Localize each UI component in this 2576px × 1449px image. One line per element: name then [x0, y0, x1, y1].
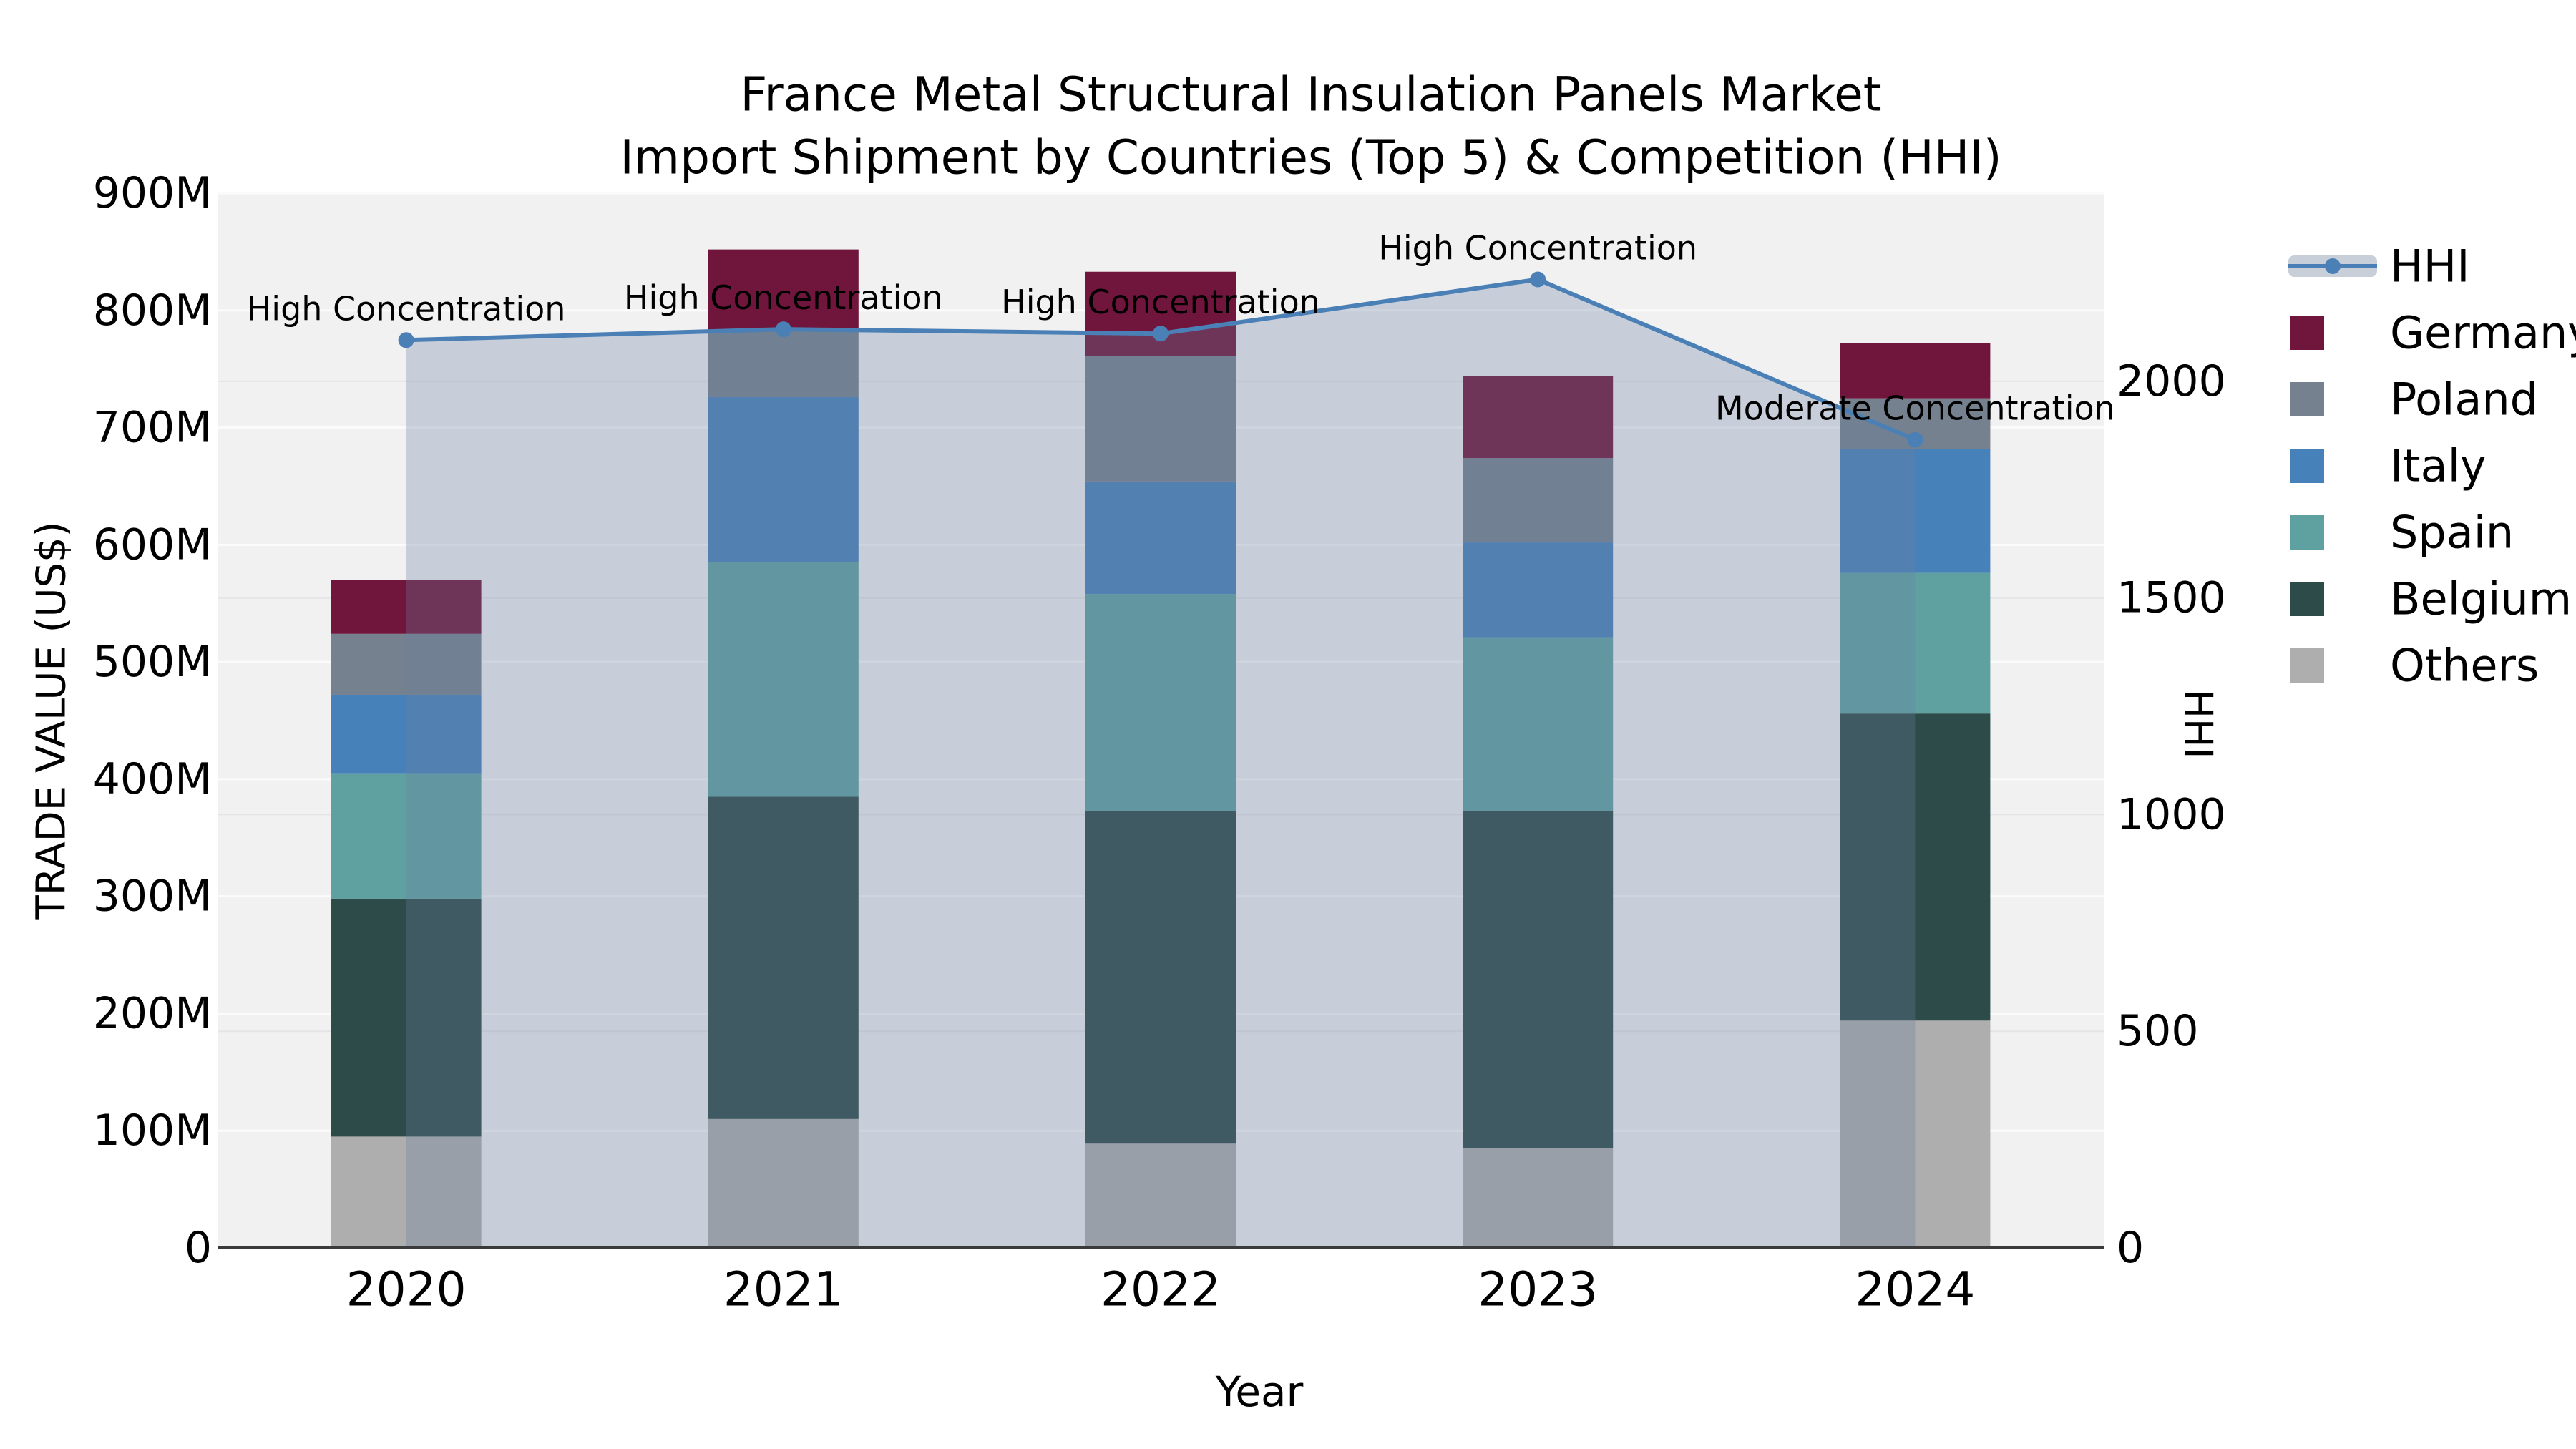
chart-title-line1: France Metal Structural Insulation Panel… — [740, 67, 1881, 122]
bar-segment-germany — [1085, 271, 1236, 356]
legend-swatch-others — [2290, 648, 2324, 683]
legend-hhi-marker — [2325, 258, 2341, 274]
y-left-tick-label: 600M — [93, 519, 212, 570]
annotation-2020: High Concentration — [247, 289, 566, 328]
hhi-marker — [398, 332, 414, 348]
y-left-tick-label: 800M — [93, 286, 212, 336]
hhi-marker — [1153, 326, 1169, 342]
legend-swatch-belgium — [2290, 582, 2324, 616]
legend-swatch-germany — [2290, 316, 2324, 350]
bar-segment-spain — [1840, 572, 1991, 714]
annotation-2023: High Concentration — [1378, 229, 1697, 268]
y-left-tick-label: 0 — [185, 1223, 212, 1273]
y-left-tick-label: 700M — [93, 403, 212, 453]
bar-segment-others — [708, 1118, 859, 1248]
x-tick-label: 2023 — [1478, 1262, 1598, 1317]
bar-segment-others — [1840, 1020, 1991, 1248]
y-right-tick-label: 1000 — [2117, 789, 2226, 839]
bar-segment-others — [1463, 1148, 1614, 1248]
bar-segment-germany — [331, 580, 482, 634]
bar-segment-others — [331, 1136, 482, 1248]
legend-label-italy: Italy — [2390, 440, 2487, 492]
bar-segment-poland — [1463, 458, 1614, 543]
y-right-tick-label: 2000 — [2117, 356, 2226, 406]
hhi-marker — [775, 321, 791, 338]
legend-label-germany: Germany — [2390, 307, 2576, 359]
y-left-tick-label: 300M — [93, 872, 212, 922]
chart-title-line2: Import Shipment by Countries (Top 5) & C… — [620, 130, 2001, 185]
bar-segment-italy — [1085, 481, 1236, 595]
y-left-tick-label: 500M — [93, 637, 212, 687]
legend-swatch-spain — [2290, 515, 2324, 550]
x-axis-title: Year — [1215, 1367, 1304, 1416]
y-left-axis-title: TRADE VALUE (US$) — [29, 522, 75, 921]
legend-label-belgium: Belgium — [2390, 573, 2572, 625]
bar-segment-belgium — [1085, 811, 1236, 1144]
bar-segment-italy — [1463, 542, 1614, 638]
bar-segment-spain — [331, 773, 482, 899]
bar-segment-spain — [708, 562, 859, 797]
bar-segment-belgium — [1840, 713, 1991, 1021]
y-right-tick-label: 0 — [2117, 1223, 2144, 1273]
bar-segment-belgium — [1463, 811, 1614, 1148]
annotation-2022: High Concentration — [1001, 283, 1320, 321]
y-left-tick-label: 900M — [93, 168, 212, 218]
bar-segment-belgium — [331, 898, 482, 1137]
annotation-2021: High Concentration — [624, 278, 943, 317]
bar-segment-germany — [708, 249, 859, 331]
bar-segment-poland — [1085, 356, 1236, 482]
bar-segment-others — [1085, 1143, 1236, 1248]
x-tick-label: 2024 — [1855, 1262, 1975, 1317]
legend-swatch-italy — [2290, 449, 2324, 483]
legend-label-hhi: HHI — [2390, 240, 2470, 293]
y-right-axis-title: HHI — [2176, 689, 2221, 758]
y-left-tick-label: 100M — [93, 1106, 212, 1156]
legend-swatch-poland — [2290, 382, 2324, 416]
x-tick-label: 2021 — [723, 1262, 844, 1317]
bar-segment-italy — [708, 396, 859, 562]
hhi-marker — [1530, 271, 1546, 288]
y-left-tick-label: 400M — [93, 754, 212, 804]
bar-segment-italy — [331, 694, 482, 774]
y-right-tick-label: 500 — [2117, 1006, 2199, 1056]
legend-label-others: Others — [2390, 640, 2539, 692]
bar-segment-belgium — [708, 796, 859, 1119]
x-tick-label: 2020 — [346, 1262, 467, 1317]
bar-segment-germany — [1840, 343, 1991, 399]
y-left-tick-label: 200M — [93, 988, 212, 1038]
bar-segment-germany — [1463, 376, 1614, 459]
legend-label-spain: Spain — [2390, 507, 2514, 559]
bar-segment-spain — [1085, 594, 1236, 811]
bar-segment-spain — [1463, 637, 1614, 811]
x-tick-label: 2022 — [1101, 1262, 1221, 1317]
y-right-tick-label: 1500 — [2117, 573, 2226, 623]
hhi-marker — [1907, 431, 1923, 448]
bar-segment-poland — [331, 633, 482, 695]
bar-segment-italy — [1840, 449, 1991, 573]
legend-label-poland: Poland — [2390, 374, 2538, 426]
annotation-2024: Moderate Concentration — [1715, 389, 2115, 428]
hhi-area-fill — [406, 279, 1916, 1248]
bar-segment-poland — [708, 330, 859, 397]
